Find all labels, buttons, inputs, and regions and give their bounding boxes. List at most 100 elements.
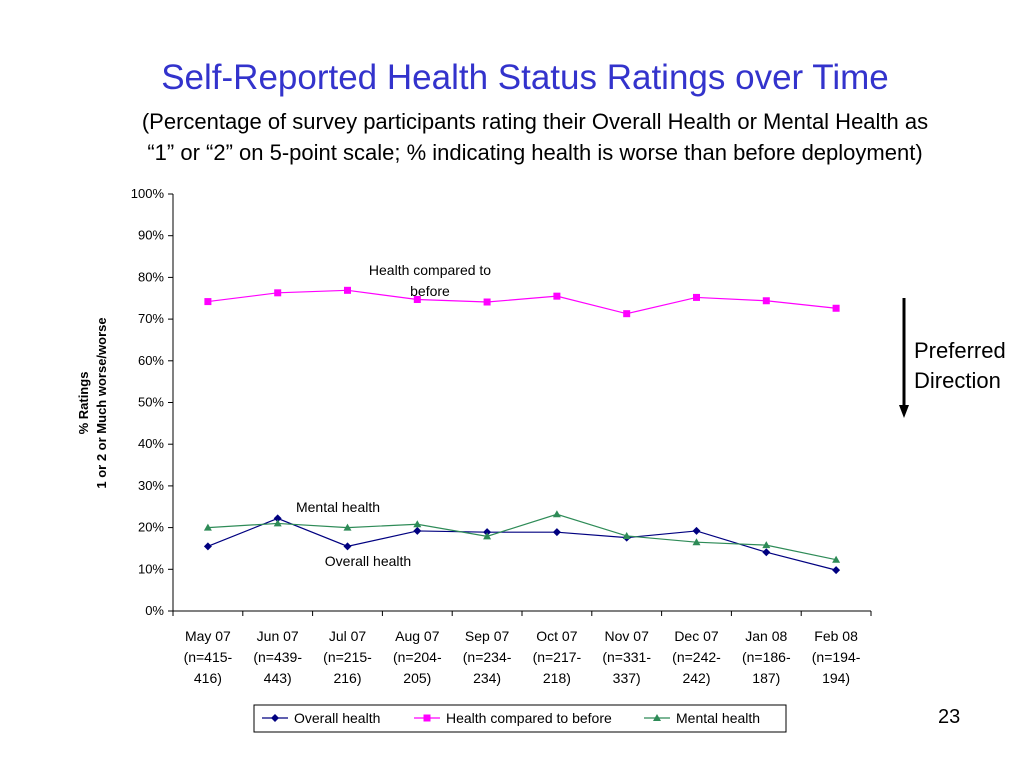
- chart-axes: 0% 10% 20% 30% 40% 50% 60% 70% 80% 90% 100% May 07 (…: [131, 186, 872, 686]
- annotation-line: Health compared to: [369, 262, 491, 278]
- legend-item-mental-health: Mental health: [644, 710, 760, 726]
- legend-label: Health compared to before: [446, 710, 612, 726]
- data-point-mental-health: [273, 519, 282, 527]
- data-point-overall-health: [692, 526, 701, 535]
- data-point-mental-health: [413, 520, 422, 528]
- x-category-label: Dec 07 (n=242- 242): [672, 628, 721, 686]
- x-category-line: 242): [682, 670, 710, 686]
- annotation-line: before: [410, 283, 450, 299]
- x-category-line: Dec 07: [674, 628, 719, 644]
- data-point-health-compared-to-before: [413, 296, 421, 304]
- x-category-line: Jan 08: [745, 628, 787, 644]
- data-point-health-compared-to-before: [483, 298, 491, 306]
- series-mental-health: [203, 510, 841, 563]
- x-category-line: (n=186-: [742, 649, 791, 665]
- data-point-mental-health: [343, 523, 352, 531]
- data-point-mental-health: [203, 523, 212, 531]
- slide-number: 23: [938, 706, 961, 728]
- x-category-line: (n=234-: [463, 649, 512, 665]
- chart-legend: Overall health Health compared to before M…: [253, 704, 787, 733]
- slide-title: Self-Reported Health Status Ratings over…: [161, 58, 889, 97]
- legend-item-overall-health: Overall health: [262, 710, 380, 726]
- data-point-mental-health: [832, 555, 841, 563]
- chart-annotations: Health compared to before Mental health Ove…: [296, 262, 491, 569]
- x-category-line: 234): [473, 670, 501, 686]
- x-category-line: Sep 07: [465, 628, 510, 644]
- x-category-line: Jul 07: [329, 628, 367, 644]
- series-line-overall-health: [207, 517, 837, 571]
- y-tick-label: 80%: [138, 269, 164, 284]
- data-point-overall-health: [762, 548, 771, 557]
- data-point-overall-health: [552, 528, 561, 537]
- data-point-overall-health: [832, 566, 841, 575]
- y-tick-label: 50%: [138, 395, 164, 410]
- x-category-line: 187): [752, 670, 780, 686]
- data-point-overall-health: [413, 526, 422, 535]
- legend-marker: [653, 714, 661, 721]
- x-category-line: Jun 07: [257, 628, 299, 644]
- y-tick-label: 40%: [138, 436, 164, 451]
- x-category-label: Aug 07 (n=204- 205): [393, 628, 442, 686]
- data-point-health-compared-to-before: [623, 310, 631, 318]
- x-category-line: 443): [264, 670, 292, 686]
- data-point-health-compared-to-before: [832, 304, 840, 312]
- annotation-health-compared: Health compared to before: [369, 262, 491, 299]
- data-point-mental-health: [483, 532, 492, 540]
- y-axis-label-line-1: % Ratings: [76, 372, 91, 435]
- legend-box: [253, 704, 787, 733]
- legend-marker: [271, 714, 279, 722]
- x-category-line: 194): [822, 670, 850, 686]
- data-point-health-compared-to-before: [762, 297, 770, 305]
- legend-label: Mental health: [676, 710, 760, 726]
- data-point-overall-health: [483, 528, 492, 537]
- preferred-direction-line-1: Preferred: [914, 338, 1006, 363]
- data-point-mental-health: [622, 531, 631, 539]
- x-category-label: Nov 07 (n=331- 337): [602, 628, 651, 686]
- x-category-label: Oct 07 (n=217- 218): [533, 628, 582, 686]
- annotation-line: Mental health: [296, 499, 380, 515]
- series-line-mental-health: [207, 513, 837, 561]
- x-category-line: (n=217-: [533, 649, 582, 665]
- annotation-mental: Mental health: [296, 499, 380, 515]
- data-point-health-compared-to-before: [693, 293, 700, 301]
- y-tick-label: 0%: [145, 603, 164, 618]
- x-category-line: (n=194-: [812, 649, 861, 665]
- series-line-health-compared-to-before: [207, 289, 837, 315]
- x-category-line: 216): [333, 670, 361, 686]
- data-point-overall-health: [203, 542, 212, 551]
- y-tick-label: 60%: [138, 353, 164, 368]
- data-point-health-compared-to-before: [204, 298, 212, 306]
- annotation-line: Overall health: [325, 553, 411, 569]
- data-point-overall-health: [343, 542, 352, 551]
- x-category-label: Feb 08 (n=194- 194): [812, 628, 861, 686]
- x-category-line: Feb 08: [814, 628, 858, 644]
- x-category-line: Aug 07: [395, 628, 440, 644]
- x-category-line: 218): [543, 670, 571, 686]
- data-point-mental-health: [692, 538, 701, 546]
- x-category-line: May 07: [185, 628, 231, 644]
- preferred-direction-line-2: Direction: [914, 368, 1001, 393]
- x-category-label: Sep 07 (n=234- 234): [463, 628, 512, 686]
- data-point-overall-health: [273, 514, 282, 523]
- x-category-label: May 07 (n=415- 416): [184, 628, 233, 686]
- y-tick-label: 90%: [138, 228, 164, 243]
- x-category-line: (n=331-: [602, 649, 651, 665]
- x-category-label: Jun 07 (n=439- 443): [253, 628, 302, 686]
- subtitle-line-2: “1” or “2” on 5-point scale; % indicatin…: [147, 140, 923, 165]
- legend-label: Overall health: [294, 710, 380, 726]
- x-category-line: (n=215-: [323, 649, 372, 665]
- x-category-line: (n=204-: [393, 649, 442, 665]
- x-category-line: 416): [194, 670, 222, 686]
- preferred-direction-arrow-head: [899, 405, 909, 418]
- legend-item-health-compared-to-before: Health compared to before: [414, 710, 612, 726]
- data-point-health-compared-to-before: [274, 289, 282, 297]
- y-tick-label: 70%: [138, 311, 164, 326]
- subtitle-line-1: (Percentage of survey participants ratin…: [141, 109, 929, 134]
- y-axis-label-line-2: 1 or 2 or Much worse/worse: [94, 317, 109, 488]
- x-category-line: 337): [613, 670, 641, 686]
- data-point-health-compared-to-before: [553, 292, 561, 300]
- data-point-mental-health: [552, 510, 561, 518]
- y-tick-label: 10%: [138, 561, 164, 576]
- x-category-line: (n=439-: [253, 649, 302, 665]
